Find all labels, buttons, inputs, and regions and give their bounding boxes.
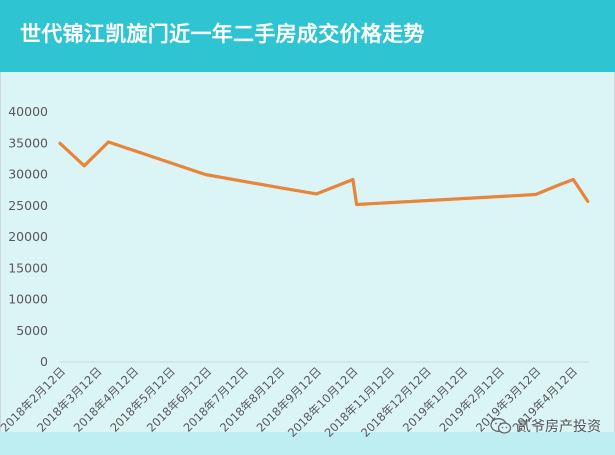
x-tick-label: 2018年5月12日 — [107, 364, 178, 435]
y-tick-label: 30000 — [8, 167, 48, 182]
x-tick-label: 2018年8月12日 — [217, 364, 288, 435]
x-tick-label: 2019年1月12日 — [400, 364, 471, 435]
chart-title: 世代锦江凯旋门近一年二手房成交价格走势 — [20, 22, 425, 46]
y-tick-label: 35000 — [8, 135, 48, 150]
footer-band — [0, 432, 615, 455]
y-tick-label: 40000 — [8, 104, 48, 119]
y-axis: 0 5000 10000 15000 20000 25000 30000 35000 40000 — [8, 104, 48, 369]
x-tick-label: 2018年3月12日 — [34, 364, 105, 435]
x-tick-label: 2018年4月12日 — [71, 364, 142, 435]
y-tick-label: 20000 — [8, 229, 48, 244]
wechat-icon — [490, 418, 512, 434]
series-line — [58, 140, 590, 207]
x-tick-label: 2018年7月12日 — [180, 364, 251, 435]
title-banner: 世代锦江凯旋门近一年二手房成交价格走势 — [0, 0, 615, 72]
watermark: 贰爷房产投资 — [490, 416, 601, 436]
x-tick-label: 2018年9月12日 — [254, 364, 325, 435]
y-tick-label: 10000 — [8, 292, 48, 307]
y-tick-label: 15000 — [8, 260, 48, 275]
y-tick-label: 0 — [40, 354, 48, 369]
y-tick-label: 25000 — [8, 198, 48, 213]
y-tick-label: 5000 — [16, 323, 48, 338]
series-layer — [58, 140, 590, 207]
x-tick-label: 2018年6月12日 — [144, 364, 215, 435]
watermark-text: 贰爷房产投资 — [517, 419, 601, 435]
